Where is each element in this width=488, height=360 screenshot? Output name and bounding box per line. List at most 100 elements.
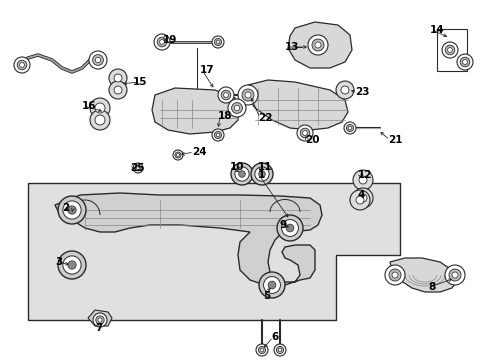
Text: 7: 7 [95, 323, 102, 333]
Circle shape [95, 115, 105, 125]
Circle shape [63, 201, 81, 219]
Circle shape [254, 167, 268, 181]
Text: 14: 14 [429, 25, 444, 35]
Circle shape [441, 42, 457, 58]
Text: 17: 17 [200, 65, 214, 75]
Text: 25: 25 [130, 163, 144, 173]
Circle shape [114, 86, 122, 94]
Circle shape [447, 48, 451, 53]
Circle shape [96, 316, 104, 324]
Text: 15: 15 [133, 77, 147, 87]
Circle shape [340, 86, 348, 94]
Circle shape [234, 167, 249, 181]
Circle shape [227, 99, 245, 117]
Circle shape [281, 220, 298, 237]
Circle shape [109, 69, 127, 87]
Text: 10: 10 [229, 162, 244, 172]
Circle shape [260, 348, 263, 352]
Circle shape [157, 37, 166, 47]
Circle shape [448, 269, 460, 281]
Circle shape [278, 348, 281, 352]
Circle shape [352, 188, 372, 208]
Circle shape [63, 256, 81, 274]
Circle shape [238, 85, 258, 105]
Text: 13: 13 [285, 42, 299, 52]
Text: 12: 12 [357, 170, 372, 180]
Polygon shape [28, 183, 399, 320]
Circle shape [451, 272, 457, 278]
Circle shape [335, 81, 353, 99]
Polygon shape [88, 310, 112, 326]
Circle shape [231, 103, 242, 113]
Circle shape [273, 344, 285, 356]
Circle shape [58, 251, 86, 279]
Polygon shape [247, 80, 347, 130]
Text: 19: 19 [163, 35, 177, 45]
Circle shape [358, 176, 366, 184]
Circle shape [218, 87, 234, 103]
Circle shape [244, 92, 250, 98]
Polygon shape [389, 258, 457, 292]
Circle shape [159, 40, 164, 44]
Circle shape [216, 40, 219, 44]
Circle shape [114, 74, 122, 82]
Circle shape [347, 126, 351, 130]
Circle shape [358, 194, 366, 202]
Circle shape [263, 276, 280, 293]
Text: 5: 5 [263, 291, 270, 301]
Circle shape [176, 153, 179, 157]
Circle shape [285, 224, 293, 232]
Circle shape [58, 196, 86, 224]
Text: 20: 20 [305, 135, 319, 145]
Circle shape [256, 344, 267, 356]
Circle shape [90, 98, 110, 118]
Text: 16: 16 [82, 101, 96, 111]
Circle shape [98, 318, 102, 322]
Circle shape [136, 166, 139, 170]
Circle shape [296, 125, 312, 141]
Circle shape [388, 269, 400, 281]
Circle shape [93, 313, 107, 327]
Circle shape [223, 93, 228, 98]
Text: 11: 11 [258, 162, 272, 172]
Circle shape [276, 346, 283, 354]
Text: 2: 2 [62, 203, 69, 213]
Circle shape [355, 196, 363, 204]
Circle shape [95, 57, 101, 63]
Circle shape [242, 89, 253, 101]
FancyBboxPatch shape [436, 29, 466, 71]
Text: 18: 18 [218, 111, 232, 121]
Circle shape [89, 51, 107, 69]
Circle shape [276, 215, 303, 241]
Circle shape [20, 63, 24, 67]
Circle shape [384, 265, 404, 285]
Circle shape [311, 39, 324, 51]
Circle shape [17, 60, 27, 70]
Circle shape [349, 190, 369, 210]
Circle shape [444, 265, 464, 285]
Text: 6: 6 [270, 332, 278, 342]
Circle shape [352, 170, 372, 190]
Polygon shape [152, 88, 240, 134]
Circle shape [175, 152, 181, 158]
Circle shape [462, 60, 467, 64]
Text: 8: 8 [427, 282, 434, 292]
Text: 22: 22 [258, 113, 272, 123]
Circle shape [250, 163, 272, 185]
Circle shape [238, 171, 245, 177]
Circle shape [14, 57, 30, 73]
Circle shape [307, 35, 327, 55]
Circle shape [90, 110, 110, 130]
Circle shape [444, 45, 454, 55]
Text: 23: 23 [354, 87, 369, 97]
Circle shape [267, 281, 275, 289]
Circle shape [302, 131, 307, 135]
Circle shape [258, 346, 265, 354]
Circle shape [95, 103, 105, 113]
Text: 21: 21 [387, 135, 402, 145]
Circle shape [234, 105, 239, 111]
Circle shape [391, 272, 397, 278]
Text: 9: 9 [280, 220, 286, 230]
Circle shape [258, 171, 265, 177]
Circle shape [135, 165, 141, 171]
